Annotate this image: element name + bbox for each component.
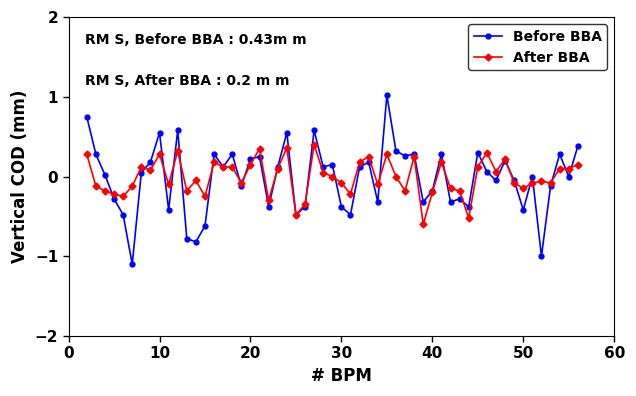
Y-axis label: Vertical COD (mm): Vertical COD (mm) [11, 90, 29, 263]
Line: After BBA: After BBA [85, 142, 580, 227]
After BBA [574, 162, 582, 167]
After BBA [310, 142, 318, 147]
After BBA [174, 148, 181, 153]
Before BBA [83, 114, 90, 119]
After BBA [537, 179, 545, 184]
Before BBA [211, 152, 218, 156]
Before BBA [274, 165, 282, 169]
Before BBA [128, 262, 136, 267]
Before BBA [183, 236, 191, 241]
Before BBA [147, 160, 155, 165]
Line: Before BBA: Before BBA [85, 93, 580, 267]
X-axis label: # BPM: # BPM [311, 367, 372, 385]
After BBA [137, 165, 145, 169]
After BBA [83, 152, 90, 156]
Text: RM S, Before BBA : 0.43m m: RM S, Before BBA : 0.43m m [85, 33, 307, 47]
Text: RM S, After BBA : 0.2 m m: RM S, After BBA : 0.2 m m [85, 74, 289, 88]
Before BBA [383, 93, 391, 97]
After BBA [565, 166, 572, 171]
After BBA [265, 198, 272, 203]
Before BBA [574, 144, 582, 148]
After BBA [201, 194, 209, 199]
Before BBA [565, 174, 572, 179]
After BBA [419, 222, 427, 227]
Before BBA [537, 254, 545, 259]
Legend: Before BBA, After BBA: Before BBA, After BBA [468, 24, 607, 70]
